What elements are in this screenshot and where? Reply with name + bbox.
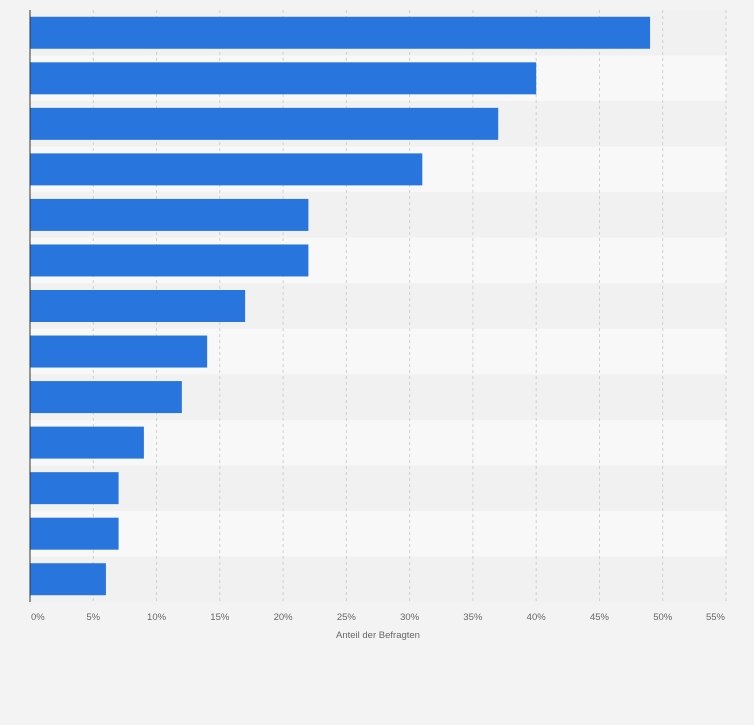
- bar[interactable]: [30, 563, 106, 596]
- x-tick-label: 35%: [463, 612, 483, 623]
- x-axis-label: Anteil der Befragten: [336, 630, 420, 641]
- x-tick-label: 45%: [590, 612, 610, 623]
- x-tick-label: 0%: [31, 612, 45, 623]
- x-tick-label: 40%: [527, 612, 547, 623]
- bar[interactable]: [30, 290, 246, 322]
- x-tick-label: 15%: [210, 612, 230, 623]
- x-tick-label: 5%: [86, 612, 100, 623]
- bar[interactable]: [30, 16, 651, 49]
- bar[interactable]: [30, 153, 423, 186]
- x-tick-labels: 0% 5% 10% 15% 20% 25% 30% 35% 40% 45% 50% 55%: [31, 612, 726, 623]
- bar[interactable]: [30, 335, 208, 368]
- bar[interactable]: [30, 472, 119, 505]
- x-tick-label: 30%: [400, 612, 420, 623]
- row-band: [30, 510, 726, 557]
- bars: [30, 16, 651, 596]
- bar[interactable]: [30, 198, 309, 231]
- bar[interactable]: [30, 426, 144, 459]
- row-band: [30, 556, 726, 602]
- x-tick-label: 10%: [147, 612, 167, 623]
- row-band: [30, 419, 726, 466]
- bar[interactable]: [30, 381, 182, 414]
- x-tick-label: 50%: [653, 612, 673, 623]
- x-tick-label: 20%: [274, 612, 294, 623]
- x-tick-label: 25%: [337, 612, 357, 623]
- bar[interactable]: [30, 517, 119, 550]
- x-tick-label: 55%: [706, 612, 726, 623]
- bar[interactable]: [30, 244, 309, 277]
- row-band: [30, 465, 726, 511]
- bar[interactable]: [30, 107, 499, 140]
- bar[interactable]: [30, 62, 537, 95]
